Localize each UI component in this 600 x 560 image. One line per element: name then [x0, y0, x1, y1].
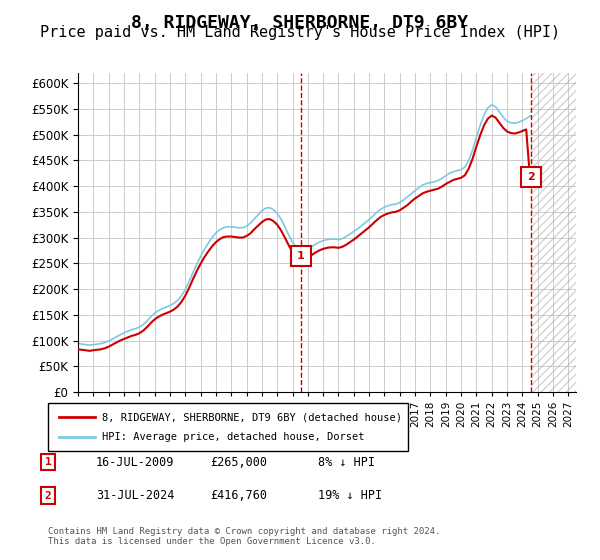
Text: £265,000: £265,000 — [210, 455, 267, 469]
Text: 16-JUL-2009: 16-JUL-2009 — [96, 455, 175, 469]
Text: 19% ↓ HPI: 19% ↓ HPI — [318, 489, 382, 502]
Text: 2: 2 — [44, 491, 52, 501]
Text: Contains HM Land Registry data © Crown copyright and database right 2024.
This d: Contains HM Land Registry data © Crown c… — [48, 526, 440, 546]
Text: 31-JUL-2024: 31-JUL-2024 — [96, 489, 175, 502]
FancyBboxPatch shape — [48, 403, 408, 451]
Text: Price paid vs. HM Land Registry's House Price Index (HPI): Price paid vs. HM Land Registry's House … — [40, 25, 560, 40]
Text: 1: 1 — [297, 250, 305, 260]
Text: £416,760: £416,760 — [210, 489, 267, 502]
Text: 1: 1 — [44, 457, 52, 467]
Text: 8, RIDGEWAY, SHERBORNE, DT9 6BY: 8, RIDGEWAY, SHERBORNE, DT9 6BY — [131, 14, 469, 32]
Text: HPI: Average price, detached house, Dorset: HPI: Average price, detached house, Dors… — [102, 432, 365, 442]
Text: 8, RIDGEWAY, SHERBORNE, DT9 6BY (detached house): 8, RIDGEWAY, SHERBORNE, DT9 6BY (detache… — [102, 413, 402, 422]
Text: 2: 2 — [527, 172, 535, 183]
Text: 8% ↓ HPI: 8% ↓ HPI — [318, 455, 375, 469]
